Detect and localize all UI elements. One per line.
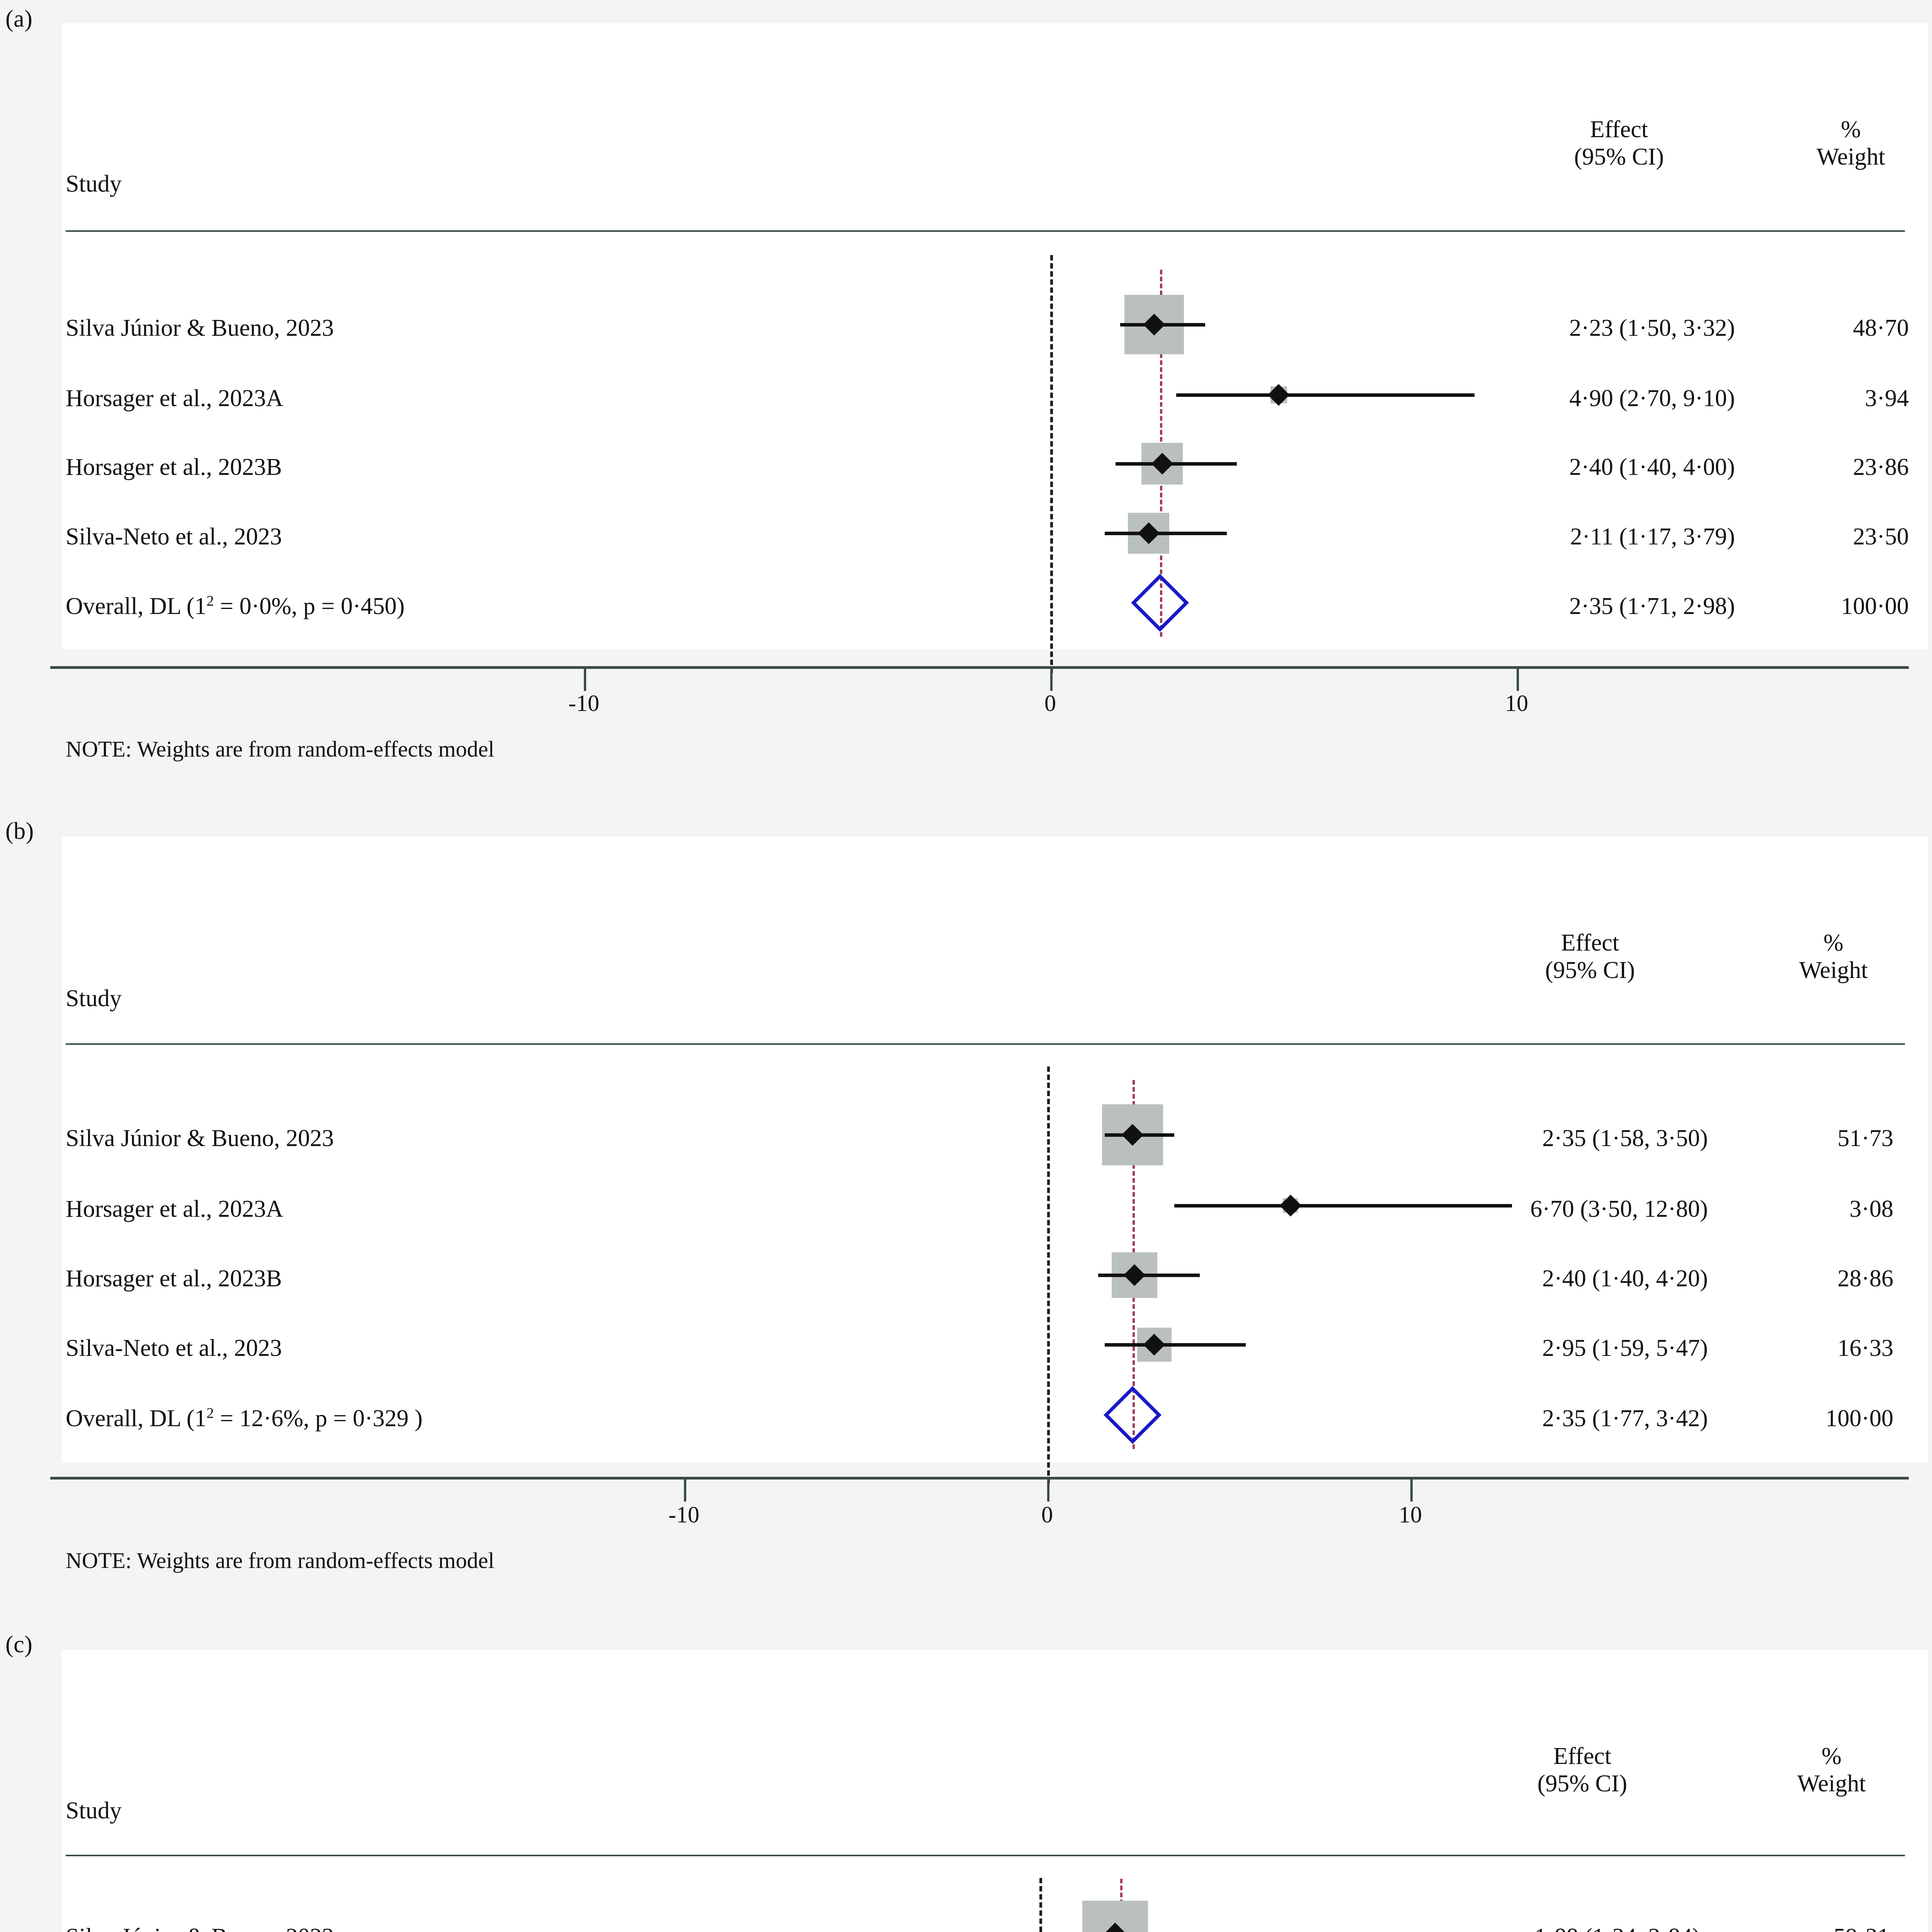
effect-value: 2·23 (1·50, 3·32)	[1569, 315, 1735, 341]
note-text: NOTE: Weights are from random-effects mo…	[66, 1548, 495, 1573]
effect-value: 2·11 (1·17, 3·79)	[1570, 524, 1735, 550]
column-header-study: Study	[66, 1798, 122, 1824]
column-header-weight: % Weight	[1743, 1743, 1920, 1798]
x-axis-tick-label: 10	[1399, 1502, 1422, 1527]
weight-value: 51·73	[1837, 1125, 1893, 1151]
x-axis-tick	[1050, 666, 1053, 691]
panel-canvas	[62, 837, 1928, 1463]
x-axis-tick	[584, 666, 586, 691]
column-header-effect-line2: (95% CI)	[1537, 1770, 1628, 1797]
column-header-weight: % Weight	[1762, 116, 1932, 171]
column-header-weight-line1: %	[1841, 116, 1861, 143]
column-header-study: Study	[66, 985, 122, 1012]
study-label: Silva Júnior & Bueno, 2023	[66, 1125, 334, 1151]
panel-canvas	[62, 23, 1928, 649]
column-header-effect: Effect (95% CI)	[1490, 929, 1690, 985]
confidence-interval-line	[1176, 393, 1475, 397]
weight-value: 48·70	[1853, 315, 1909, 341]
column-header-effect-line2: (95% CI)	[1574, 144, 1664, 170]
confidence-interval-line	[1115, 462, 1237, 466]
study-label: Silva Júnior & Bueno, 2023	[66, 315, 334, 341]
x-axis-tick-label: 0	[1044, 690, 1056, 716]
x-axis-line	[50, 666, 1909, 669]
confidence-interval-line	[1105, 532, 1227, 535]
x-axis-tick-label: -10	[668, 1502, 699, 1527]
study-label: Silva-Neto et al., 2023	[66, 1335, 282, 1361]
study-label: Silva-Neto et al., 2023	[66, 524, 282, 550]
panel-label: (b)	[5, 818, 34, 844]
weight-value: 3·08	[1849, 1196, 1893, 1222]
null-effect-line	[1050, 255, 1053, 673]
column-header-weight-line2: Weight	[1797, 1770, 1866, 1797]
study-label: Horsager et al., 2023B	[66, 454, 282, 480]
overall-effect-value: 2·35 (1·71, 2·98)	[1569, 593, 1735, 619]
x-axis-tick-label: -10	[568, 690, 599, 716]
column-header-effect: Effect (95% CI)	[1519, 116, 1719, 171]
confidence-interval-line	[1098, 1274, 1200, 1277]
column-header-effect-line2: (95% CI)	[1545, 957, 1635, 984]
header-rule	[66, 230, 1905, 232]
column-header-weight-line2: Weight	[1816, 144, 1885, 170]
header-rule	[66, 1855, 1905, 1856]
effect-value: 6·70 (3·50, 12·80)	[1530, 1196, 1708, 1222]
overall-label-pre: Overall, DL (1	[66, 593, 207, 619]
effect-value: 1·88 (1·24, 2·84)	[1275, 1925, 1700, 1932]
panel-canvas	[62, 1650, 1928, 1932]
column-header-weight-line1: %	[1823, 930, 1844, 956]
overall-label-post: = 12·6%, p = 0·329 )	[214, 1405, 423, 1432]
overall-effect-value: 2·35 (1·77, 3·42)	[1542, 1405, 1708, 1432]
weight-value: 23·86	[1853, 454, 1909, 480]
header-rule	[66, 1043, 1905, 1045]
study-label: Horsager et al., 2023A	[66, 385, 283, 412]
weight-value: 28·86	[1837, 1265, 1893, 1292]
weight-value: 16·33	[1837, 1335, 1893, 1361]
panel-label: (c)	[5, 1631, 33, 1658]
study-label: Silva Júnior & Bueno, 2023	[66, 1925, 334, 1932]
x-axis-tick-label: 0	[1041, 1502, 1053, 1527]
overall-label-post: = 0·0%, p = 0·450)	[214, 593, 405, 619]
column-header-effect: Effect (95% CI)	[1482, 1743, 1683, 1798]
effect-value: 4·90 (2·70, 9·10)	[1569, 385, 1735, 412]
x-axis-tick	[1410, 1477, 1413, 1502]
x-axis-line	[50, 1477, 1909, 1480]
weight-value: 23·50	[1853, 524, 1909, 550]
study-label: Horsager et al., 2023B	[66, 1265, 282, 1292]
column-header-weight-line2: Weight	[1799, 957, 1868, 984]
column-header-effect-line1: Effect	[1561, 930, 1619, 956]
effect-value: 2·35 (1·58, 3·50)	[1542, 1125, 1708, 1151]
column-header-weight: % Weight	[1745, 929, 1922, 985]
x-axis-tick	[1517, 666, 1519, 691]
effect-value: 2·40 (1·40, 4·00)	[1569, 454, 1735, 480]
column-header-effect-line1: Effect	[1553, 1743, 1612, 1769]
overall-weight-value: 100·00	[1841, 593, 1909, 619]
confidence-interval-line	[1174, 1204, 1512, 1208]
study-label: Horsager et al., 2023A	[66, 1196, 283, 1222]
overall-label-superscript: 2	[206, 593, 214, 609]
null-effect-line	[1039, 1878, 1042, 1932]
column-header-weight-line1: %	[1821, 1743, 1842, 1769]
x-axis-tick	[1047, 1477, 1049, 1502]
weight-value: 59·21	[1689, 1925, 1889, 1932]
effect-value: 2·95 (1·59, 5·47)	[1542, 1335, 1708, 1361]
overall-label: Overall, DL (12 = 12·6%, p = 0·329 )	[66, 1406, 423, 1430]
x-axis-tick-label: 10	[1505, 690, 1528, 716]
null-effect-line	[1047, 1066, 1050, 1484]
column-header-effect-line1: Effect	[1590, 116, 1648, 143]
column-header-study: Study	[66, 171, 122, 197]
x-axis-tick	[684, 1477, 686, 1502]
overall-weight-value: 100·00	[1825, 1405, 1893, 1432]
overall-label-superscript: 2	[206, 1405, 214, 1422]
overall-label-pre: Overall, DL (1	[66, 1405, 207, 1432]
confidence-interval-line	[1105, 1343, 1246, 1347]
note-text: NOTE: Weights are from random-effects mo…	[66, 736, 495, 762]
weight-value: 3·94	[1865, 385, 1909, 412]
panel-label: (a)	[5, 6, 33, 32]
effect-value: 2·40 (1·40, 4·20)	[1542, 1265, 1708, 1292]
overall-label: Overall, DL (12 = 0·0%, p = 0·450)	[66, 594, 405, 618]
